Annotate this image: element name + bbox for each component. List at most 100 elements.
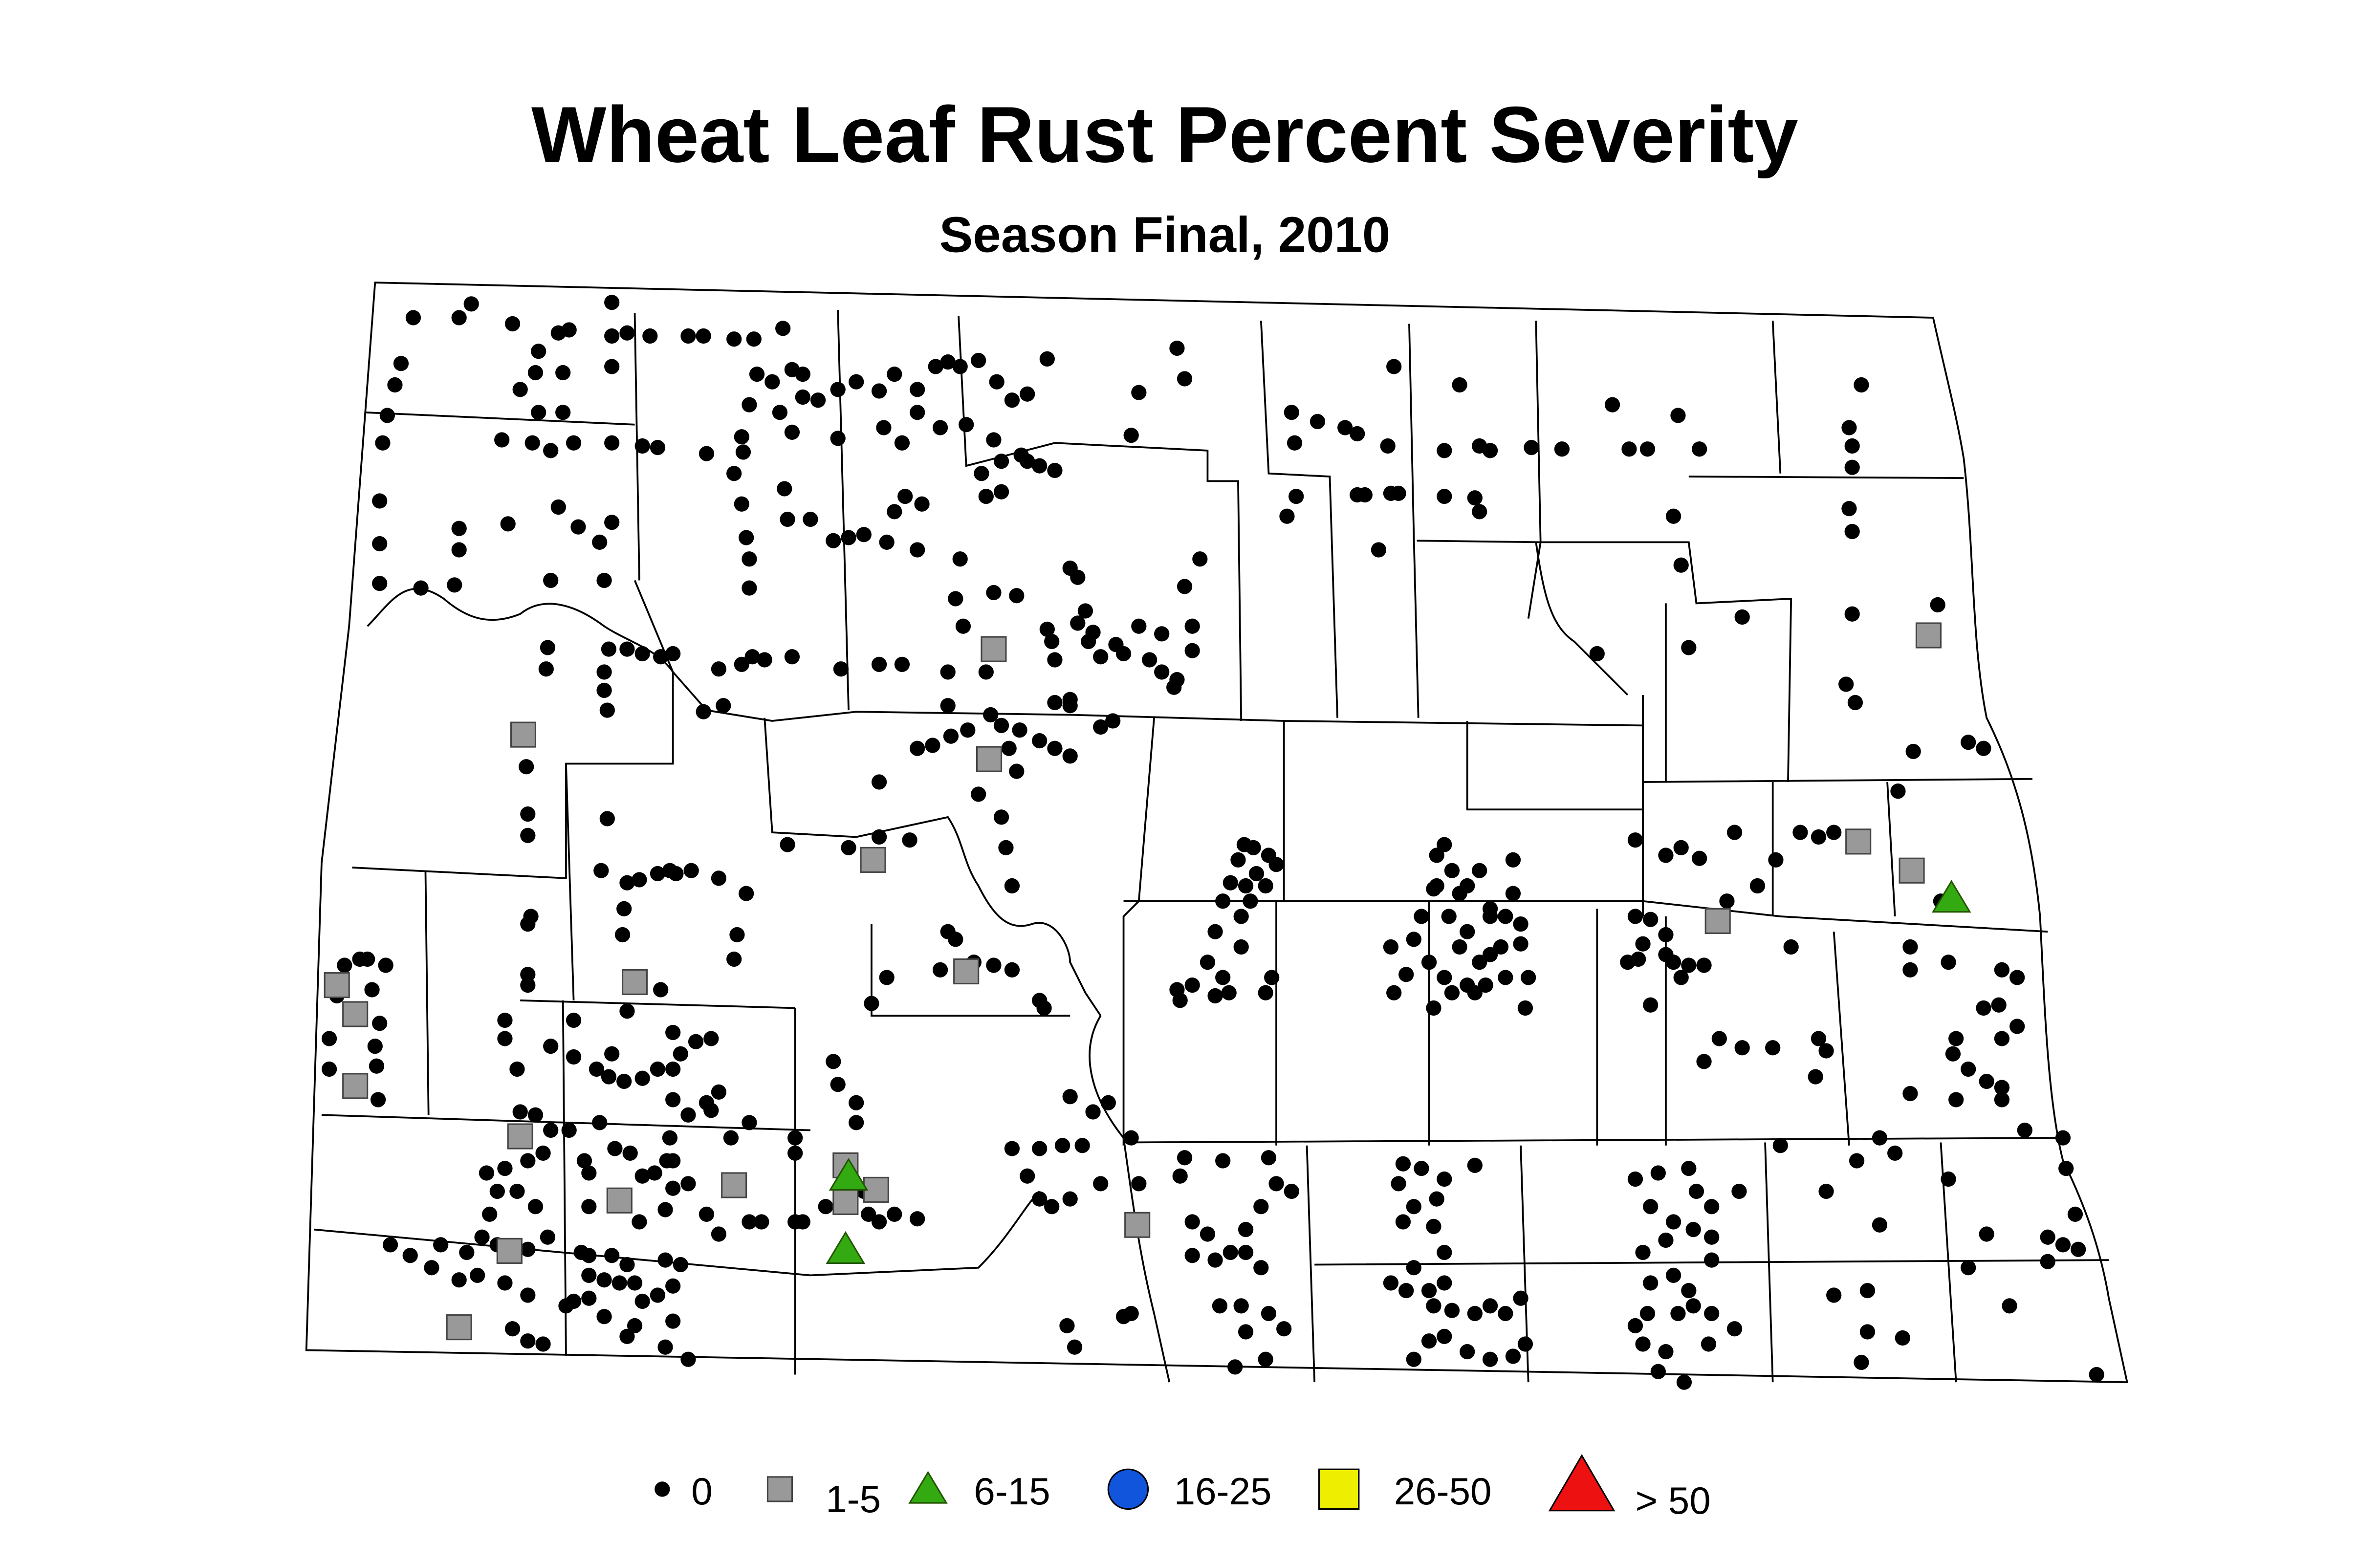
marker-0 — [1426, 881, 1441, 897]
marker-0 — [1154, 664, 1170, 680]
marker-0 — [1941, 1171, 1956, 1187]
marker-0 — [1287, 435, 1303, 451]
marker-0 — [1371, 542, 1387, 558]
marker-0 — [1673, 970, 1689, 985]
marker-0 — [742, 580, 757, 596]
marker-0 — [1772, 1138, 1788, 1153]
marker-0 — [619, 1328, 635, 1344]
marker-0 — [1258, 1351, 1273, 1367]
marker-0 — [1223, 875, 1238, 891]
marker-0 — [1067, 1339, 1083, 1355]
marker-0 — [757, 652, 772, 668]
marker-0 — [321, 1031, 337, 1046]
marker-0 — [1627, 1318, 1643, 1334]
map-title: Wheat Leaf Rust Percent Severity — [531, 90, 1798, 179]
marker-0 — [1437, 970, 1452, 985]
marker-0 — [1930, 597, 1945, 613]
marker-0 — [1670, 408, 1686, 423]
marker-0 — [601, 1069, 617, 1085]
marker-0 — [451, 1272, 467, 1288]
marker-0 — [1493, 939, 1509, 955]
marker-0 — [993, 809, 1009, 825]
marker-0 — [1844, 523, 1860, 540]
marker-0 — [1460, 1344, 1475, 1360]
marker-0 — [1012, 722, 1027, 738]
marker-0 — [1044, 1199, 1060, 1215]
marker-1-5 — [496, 1238, 523, 1264]
marker-0 — [673, 1257, 688, 1273]
marker-0 — [540, 640, 556, 655]
marker-0 — [1844, 606, 1860, 622]
marker-0 — [948, 591, 963, 607]
marker-0 — [1658, 847, 1674, 863]
marker-0 — [1036, 1000, 1052, 1016]
marker-0 — [1200, 955, 1216, 970]
marker-0 — [543, 443, 559, 458]
marker-0 — [841, 840, 856, 855]
marker-0 — [696, 328, 711, 344]
marker-0 — [971, 352, 986, 369]
marker-0 — [1233, 1298, 1249, 1314]
marker-0 — [1437, 489, 1452, 504]
marker-0 — [735, 444, 751, 460]
marker-0 — [830, 1077, 846, 1092]
marker-0 — [634, 646, 650, 662]
marker-0 — [680, 1351, 696, 1367]
marker-0 — [703, 1103, 719, 1118]
marker-0 — [1854, 377, 1869, 393]
marker-0 — [1169, 340, 1185, 356]
marker-0 — [1437, 1328, 1452, 1344]
marker-0 — [711, 661, 727, 677]
marker-0 — [699, 1206, 715, 1222]
marker-0 — [497, 1161, 513, 1176]
marker-0 — [1635, 1244, 1651, 1260]
marker-0 — [1207, 988, 1223, 1004]
marker-0 — [1665, 1214, 1681, 1230]
marker-0 — [2067, 1206, 2083, 1222]
marker-0 — [1074, 1138, 1090, 1153]
marker-0 — [1505, 1348, 1521, 1364]
marker-0 — [1696, 957, 1712, 973]
marker-0 — [482, 1206, 498, 1222]
marker-0 — [1731, 1183, 1747, 1199]
marker-0 — [543, 1122, 559, 1138]
marker-0 — [1414, 1161, 1429, 1176]
marker-0 — [1961, 1260, 1976, 1276]
marker-0 — [393, 356, 409, 371]
marker-0 — [795, 389, 810, 405]
marker-1-5 — [1899, 857, 1925, 884]
marker-0 — [1223, 1244, 1238, 1260]
marker-0 — [764, 374, 780, 390]
marker-0 — [1726, 825, 1743, 840]
marker-0 — [662, 1130, 678, 1146]
marker-0 — [1253, 1260, 1269, 1276]
marker-0 — [1905, 743, 1921, 760]
marker-0 — [978, 664, 994, 680]
marker-0 — [871, 383, 887, 399]
marker-0 — [2009, 970, 2025, 985]
marker-0 — [657, 1339, 673, 1355]
marker-0 — [746, 331, 762, 347]
marker-0 — [777, 481, 792, 497]
marker-0 — [1902, 1086, 1918, 1102]
marker-0 — [2089, 1367, 2104, 1383]
marker-0 — [1047, 695, 1063, 711]
marker-0 — [1621, 441, 1637, 457]
marker-0 — [887, 1206, 902, 1222]
marker-0 — [879, 534, 895, 550]
marker-0 — [596, 664, 612, 680]
marker-0 — [2055, 1130, 2071, 1146]
marker-0 — [1142, 652, 1157, 668]
marker-0 — [1184, 1214, 1200, 1230]
marker-0 — [1994, 962, 2010, 978]
marker-0 — [1635, 936, 1651, 952]
marker-0 — [1258, 878, 1273, 894]
marker-0 — [716, 698, 731, 714]
marker-0 — [1692, 850, 1707, 866]
marker-0 — [1426, 1218, 1441, 1234]
marker-0 — [524, 435, 540, 451]
marker-0 — [619, 641, 635, 657]
marker-0 — [1517, 1336, 1533, 1352]
marker-0 — [1421, 1333, 1437, 1349]
legend-symbol-5 — [1548, 1454, 1616, 1512]
